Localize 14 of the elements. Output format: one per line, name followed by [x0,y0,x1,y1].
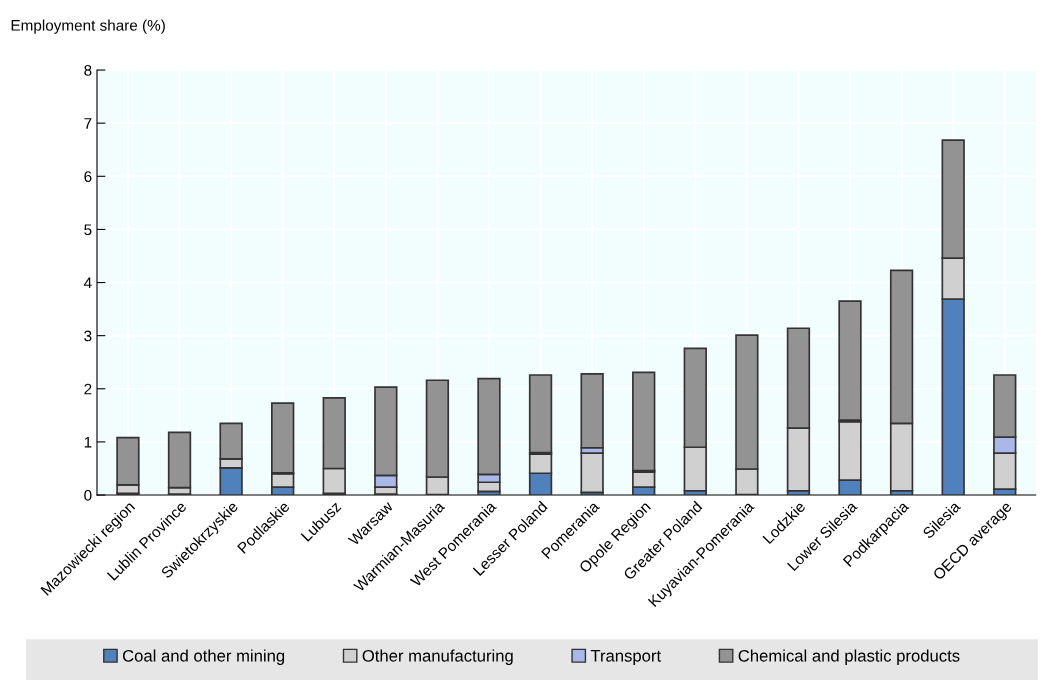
legend-label: Transport [590,650,661,665]
y-tick-label: 5 [84,224,92,236]
y-axis-title: Employment share (%) [11,19,165,34]
legend-label: Coal and other mining [122,649,285,665]
y-tick-label: 3 [84,330,92,342]
y-tick-label: 0 [84,489,92,501]
y-tick-label: 8 [84,64,92,76]
legend-label: Chemical and plastic products [738,649,960,665]
y-tick-label: 6 [84,171,92,182]
y-tick-label: 1 [84,436,92,448]
y-tick-label: 7 [84,118,92,129]
legend-label: Other manufacturing [362,649,513,665]
y-tick-label: 2 [84,383,92,395]
y-tick-label: 4 [83,277,92,289]
